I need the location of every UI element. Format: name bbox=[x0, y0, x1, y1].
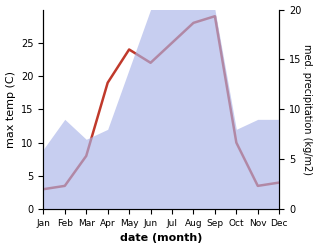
X-axis label: date (month): date (month) bbox=[120, 234, 203, 244]
Y-axis label: med. precipitation (kg/m2): med. precipitation (kg/m2) bbox=[302, 44, 313, 175]
Y-axis label: max temp (C): max temp (C) bbox=[5, 71, 16, 148]
